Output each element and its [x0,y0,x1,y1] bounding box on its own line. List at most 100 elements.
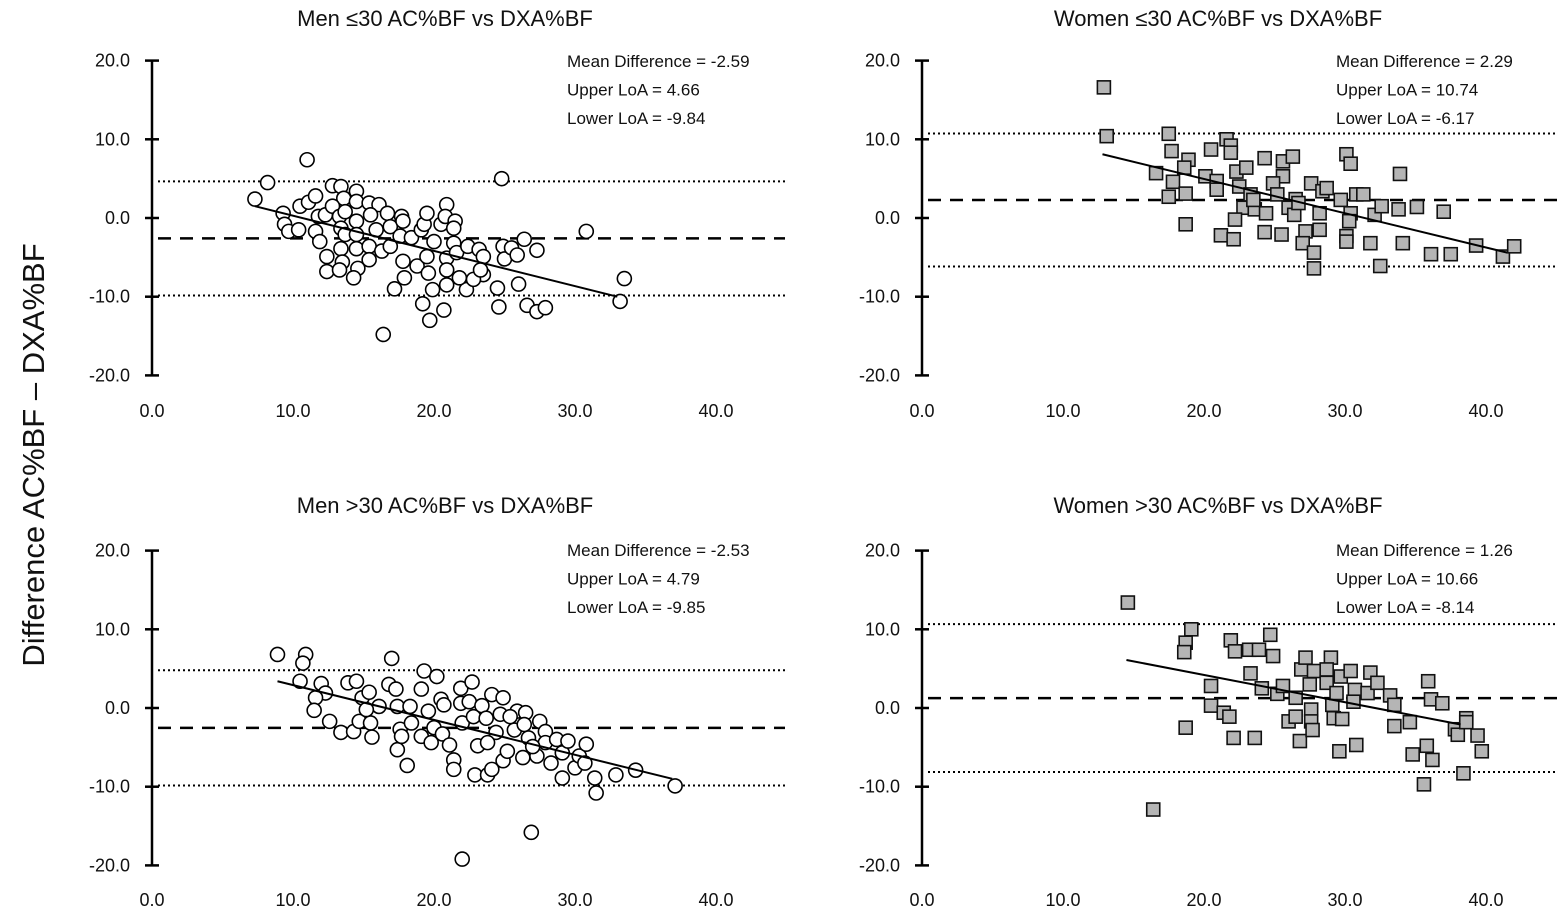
data-point [1333,192,1349,208]
data-point [499,743,516,760]
data-point [1222,709,1237,724]
data-point [1402,714,1418,730]
data-point [1334,711,1350,727]
data-point [424,281,441,298]
data-point [1416,777,1432,792]
y-tick-label: 0.0 [875,698,900,718]
data-point [1203,698,1219,713]
data-point [1161,126,1177,142]
data-point [382,218,399,235]
data-point [478,710,494,727]
data-point [1223,145,1239,160]
data-point [1305,722,1320,738]
y-tick-label: 20.0 [95,51,130,71]
data-point [537,299,554,316]
data-point [472,262,489,278]
stat-label: Upper LoA = 4.66 [567,81,700,100]
data-point [451,270,468,286]
x-tick-label: 30.0 [1327,401,1362,421]
x-tick-label: 10.0 [1045,401,1080,421]
data-point [493,170,510,187]
data-point [1436,204,1451,220]
data-point [454,851,471,867]
regression-line [1102,153,1508,254]
x-tick-label: 10.0 [275,890,310,910]
x-tick-label: 20.0 [416,401,451,421]
y-tick-label: -10.0 [89,287,130,307]
data-point [331,262,348,278]
data-point [1374,198,1389,214]
data-point [1306,245,1322,260]
data-point [1346,694,1361,710]
y-tick-label: 10.0 [95,129,130,149]
stat-label: Mean Difference = -2.59 [567,52,750,71]
y-axis-label: Difference AC%BF – DXA%BF [16,243,51,666]
data-point [1243,666,1258,681]
data-point [307,188,324,204]
data-point [543,755,559,771]
data-point [1288,709,1303,724]
data-point [1409,199,1425,215]
data-point [445,761,462,778]
data-point [489,280,506,296]
data-point [311,233,328,250]
data-point [345,270,362,286]
data-point [491,299,507,315]
data-point [515,749,531,766]
data-point [1209,182,1224,197]
panel-title: Men ≤30 AC%BF vs DXA%BF [297,6,593,31]
data-point [529,242,545,259]
data-point [502,708,518,725]
stat-label: Mean Difference = 2.29 [1336,52,1513,71]
data-point [1456,766,1471,781]
y-tick-label: 20.0 [865,541,900,561]
data-point [361,684,377,701]
data-point [1203,142,1219,157]
x-tick-label: 10.0 [1045,890,1080,910]
data-point [616,270,633,287]
data-point [436,697,452,713]
data-point [1226,730,1241,746]
data-point [1395,235,1411,251]
data-point [1450,727,1466,743]
data-point [608,767,624,783]
y-tick-label: -20.0 [89,365,130,385]
regression-line [277,680,673,780]
data-point [1176,644,1192,660]
data-point [383,650,400,667]
data-point [402,698,418,715]
data-point [1164,143,1179,159]
y-tick-label: -20.0 [89,855,130,875]
data-point [1474,743,1490,759]
x-tick-label: 20.0 [1186,890,1221,910]
data-point [516,231,533,248]
data-point [414,295,431,312]
stat-label: Lower LoA = -9.85 [567,598,705,617]
data-point [510,276,527,292]
data-point [509,247,525,263]
data-point [1145,802,1161,817]
data-point [423,734,439,751]
data-point [389,741,406,758]
data-point [554,770,571,786]
data-point [1178,186,1193,201]
data-point [1434,695,1450,711]
data-point [1506,239,1522,254]
data-point [1392,166,1408,182]
data-point [1251,642,1267,658]
data-point [319,248,335,265]
x-tick-label: 30.0 [557,401,592,421]
data-point [1265,648,1281,664]
panel-title: Women ≤30 AC%BF vs DXA%BF [1054,6,1382,31]
data-point [1178,216,1193,232]
data-point [269,646,286,663]
data-point [1306,663,1322,679]
data-point [1339,234,1354,249]
data-point [1227,644,1243,659]
y-tick-label: -10.0 [859,287,900,307]
data-point [1247,730,1263,746]
data-point [399,757,416,774]
data-point [1425,752,1440,768]
data-point [419,248,435,265]
data-point [1420,673,1436,689]
